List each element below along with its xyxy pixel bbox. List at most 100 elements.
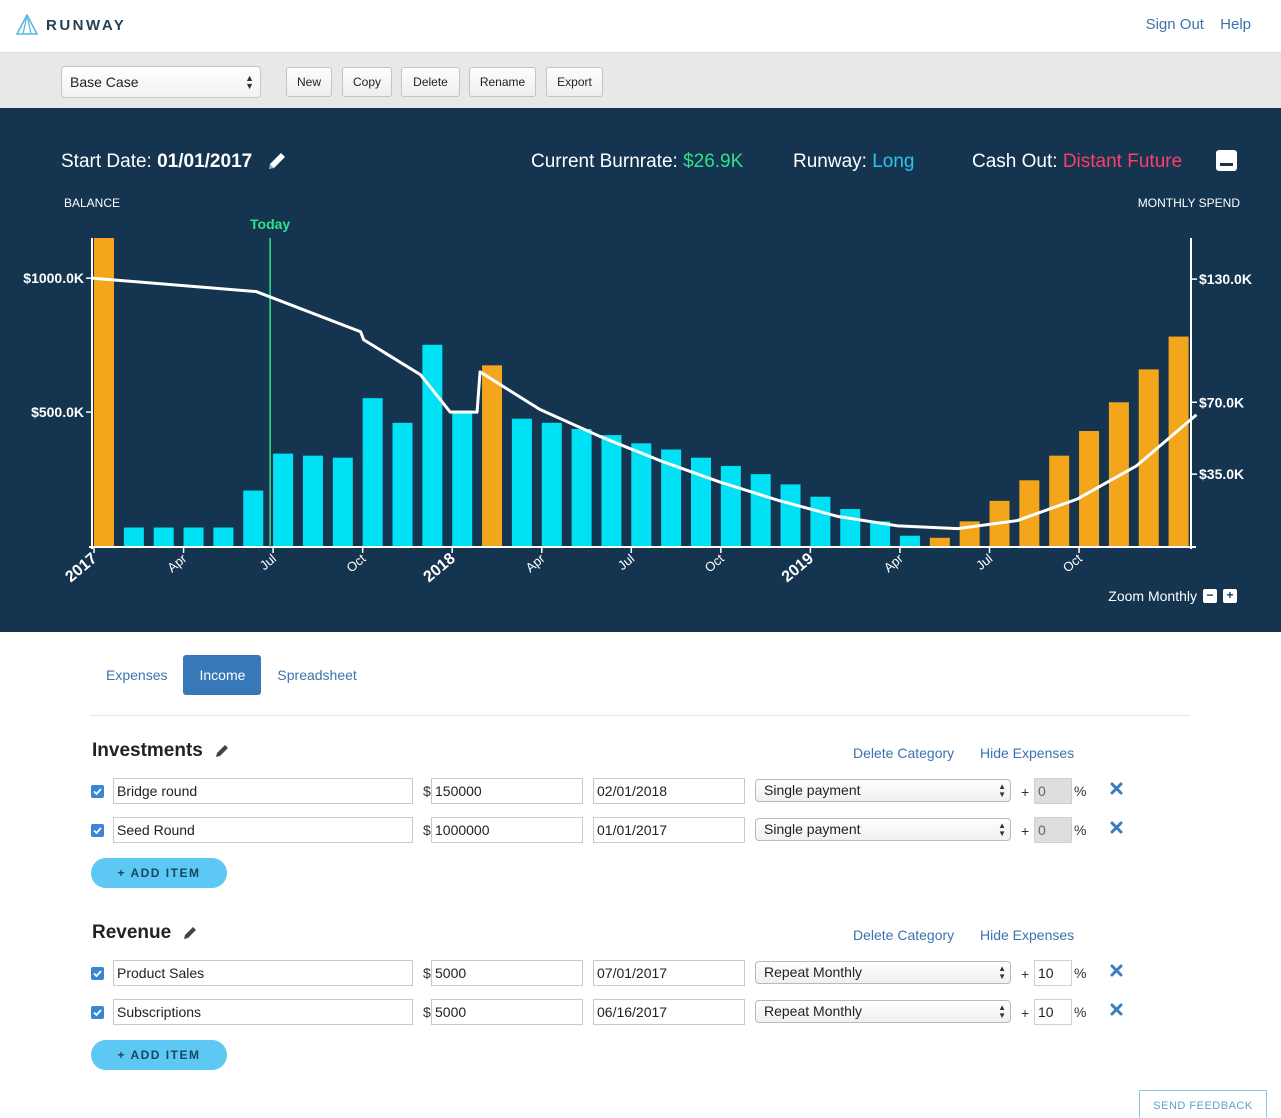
sign-out-link[interactable]: Sign Out <box>1145 16 1204 33</box>
logo[interactable]: RUNWAY <box>16 14 126 36</box>
tabs-divider <box>90 715 1190 716</box>
percent-sign: % <box>1074 822 1087 838</box>
spend-bar <box>631 443 652 546</box>
zoom-out-button[interactable]: − <box>1203 589 1217 603</box>
item-date-field[interactable]: 01/01/2017 <box>593 817 745 843</box>
minus-icon <box>1220 163 1233 166</box>
item-amount-field[interactable]: 150000 <box>431 778 583 804</box>
item-amount-field[interactable]: 1000000 <box>431 817 583 843</box>
item-frequency-select[interactable]: Single payment ▲ ▼ <box>755 779 1011 802</box>
spend-bar <box>720 465 741 546</box>
scenario-select-value: Base Case <box>70 74 139 90</box>
spend-tick-label: $70.0K <box>1199 394 1244 410</box>
item-date-field[interactable]: 02/01/2018 <box>593 778 745 804</box>
item-amount-field[interactable]: 5000 <box>431 999 583 1025</box>
growth-plus-sign: + <box>1021 966 1030 982</box>
balance-tick-label: $500.0K <box>31 404 84 420</box>
delete-category-link[interactable]: Delete Category <box>853 745 955 761</box>
item-name-field[interactable]: Seed Round <box>113 817 413 843</box>
item-enabled-checkbox[interactable] <box>91 967 104 980</box>
income-bar <box>1049 455 1070 546</box>
today-label: Today <box>250 216 290 232</box>
spend-bar <box>780 484 801 546</box>
remove-item-icon[interactable] <box>1109 781 1124 796</box>
time-tick-label: 2019 <box>779 550 817 586</box>
frequency-value: Repeat Monthly <box>764 964 863 980</box>
runway-value: Long <box>872 151 915 172</box>
spend-bar <box>601 435 622 546</box>
time-tick-label: Jul <box>973 551 995 573</box>
frequency-value: Single payment <box>764 782 861 798</box>
scenario-select[interactable]: Base Case ▲ ▼ <box>61 66 261 98</box>
add-item-button[interactable]: + ADD ITEM <box>91 1040 227 1070</box>
copy-scenario-button[interactable]: Copy <box>342 67 392 97</box>
frequency-value: Single payment <box>764 821 861 837</box>
delete-scenario-button[interactable]: Delete <box>401 67 460 97</box>
edit-category-icon[interactable] <box>182 925 198 941</box>
time-tick-label: Oct <box>343 551 368 576</box>
spend-bar <box>750 474 771 546</box>
spend-bar <box>691 457 711 546</box>
spend-bar <box>511 418 532 546</box>
tab-expenses[interactable]: Expenses <box>106 667 168 683</box>
hide-expenses-link[interactable]: Hide Expenses <box>980 927 1075 943</box>
logo-text: RUNWAY <box>46 16 127 34</box>
spend-bar <box>123 527 144 546</box>
item-amount-field[interactable]: 5000 <box>431 960 583 986</box>
runway-label: Runway: <box>793 151 867 172</box>
spend-bar <box>362 398 383 546</box>
balance-tick-label: $1000.0K <box>23 270 84 286</box>
hide-expenses-link[interactable]: Hide Expenses <box>980 745 1075 761</box>
delete-category-link[interactable]: Delete Category <box>853 927 955 943</box>
select-arrows-icon: ▲ ▼ <box>998 782 1006 799</box>
income-row: Seed Round $ 1000000 01/01/2017 Single p… <box>0 817 1281 843</box>
time-tick-label: Jul <box>615 551 637 573</box>
item-frequency-select[interactable]: Repeat Monthly ▲ ▼ <box>755 961 1011 984</box>
item-enabled-checkbox[interactable] <box>91 1006 104 1019</box>
income-bar <box>1168 336 1189 546</box>
remove-item-icon[interactable] <box>1109 820 1124 835</box>
income-bar <box>94 238 114 546</box>
select-arrows-icon: ▲ ▼ <box>245 73 254 91</box>
spend-bar <box>661 449 682 546</box>
item-growth-field[interactable]: 10 <box>1034 960 1072 986</box>
zoom-label: Zoom Monthly <box>1108 588 1197 604</box>
edit-start-date-icon[interactable] <box>266 150 288 172</box>
item-enabled-checkbox[interactable] <box>91 785 104 798</box>
item-frequency-select[interactable]: Single payment ▲ ▼ <box>755 818 1011 841</box>
item-date-field[interactable]: 07/01/2017 <box>593 960 745 986</box>
remove-item-icon[interactable] <box>1109 1002 1124 1017</box>
help-link[interactable]: Help <box>1220 16 1251 33</box>
export-scenario-button[interactable]: Export <box>546 67 603 97</box>
zoom-in-button[interactable]: + <box>1223 589 1237 603</box>
time-tick-label: Jul <box>257 551 279 573</box>
edit-category-icon[interactable] <box>214 743 230 759</box>
growth-plus-sign: + <box>1021 784 1030 800</box>
item-name-field[interactable]: Subscriptions <box>113 999 413 1025</box>
cashout-stat: Cash Out: Distant Future <box>972 151 1182 173</box>
select-arrows-icon: ▲ ▼ <box>998 1003 1006 1020</box>
item-frequency-select[interactable]: Repeat Monthly ▲ ▼ <box>755 1000 1011 1023</box>
new-scenario-button[interactable]: New <box>286 67 332 97</box>
category-title: Revenue <box>92 922 172 943</box>
item-growth-field: 0 <box>1034 817 1072 843</box>
monthly-spend-axis-title: MONTHLY SPEND <box>1137 196 1240 210</box>
time-tick-label: Apr <box>523 550 549 575</box>
tab-income[interactable]: Income <box>183 655 262 695</box>
remove-item-icon[interactable] <box>1109 963 1124 978</box>
item-growth-field[interactable]: 10 <box>1034 999 1072 1025</box>
item-date-field[interactable]: 06/16/2017 <box>593 999 745 1025</box>
add-item-button[interactable]: + ADD ITEM <box>91 858 227 888</box>
rename-scenario-button[interactable]: Rename <box>469 67 536 97</box>
collapse-chart-button[interactable] <box>1216 150 1237 171</box>
send-feedback-button[interactable]: SEND FEEDBACK <box>1139 1090 1267 1118</box>
check-icon <box>93 788 102 796</box>
item-enabled-checkbox[interactable] <box>91 824 104 837</box>
tab-spreadsheet[interactable]: Spreadsheet <box>277 667 357 683</box>
select-arrows-icon: ▲ ▼ <box>998 964 1006 981</box>
burnrate-value: $26.9K <box>683 151 744 172</box>
item-name-field[interactable]: Product Sales <box>113 960 413 986</box>
item-name-field[interactable]: Bridge round <box>113 778 413 804</box>
spend-bar <box>422 344 443 546</box>
check-icon <box>93 970 102 978</box>
